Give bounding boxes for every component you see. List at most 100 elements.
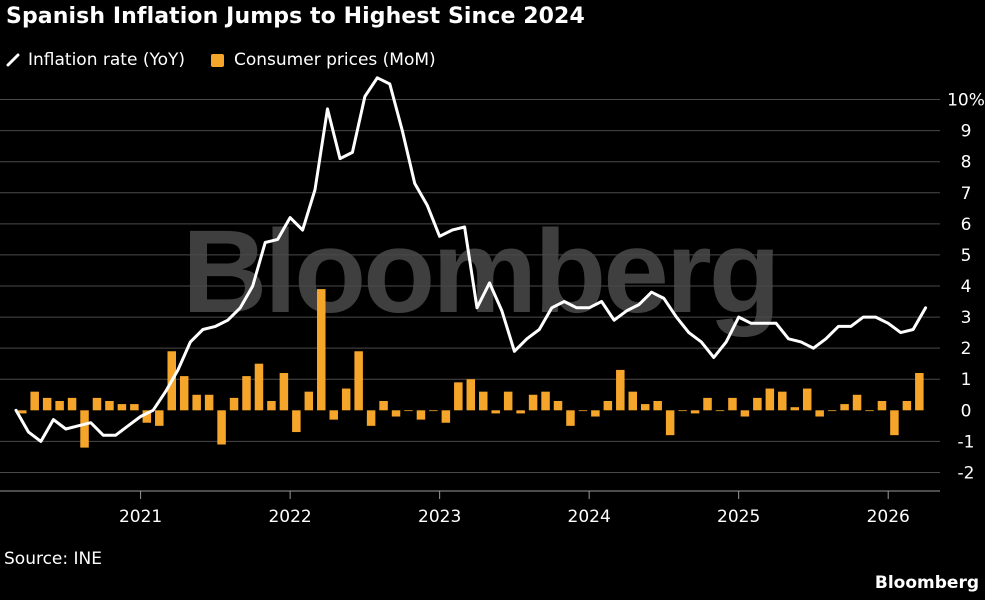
- mom-bar: [204, 394, 214, 411]
- legend-label-yoy: Inflation rate (YoY): [28, 50, 185, 70]
- mom-bar: [566, 410, 575, 426]
- mom-bar: [591, 410, 600, 417]
- mom-bar: [130, 404, 139, 411]
- mom-bar: [155, 410, 164, 426]
- mom-bar: [404, 410, 413, 412]
- mom-bar: [778, 391, 787, 411]
- mom-bar: [229, 397, 239, 411]
- mom-bar: [55, 400, 64, 411]
- y-tick-label: -2: [958, 463, 975, 483]
- mom-bar: [479, 391, 488, 411]
- y-tick-label: 2: [961, 339, 972, 359]
- mom-bar: [877, 400, 887, 411]
- mom-bar: [304, 391, 314, 411]
- mom-bar: [466, 379, 476, 411]
- mom-bar: [105, 400, 114, 411]
- mom-bar: [528, 394, 538, 411]
- chart-legend: Inflation rate (YoY) Consumer prices (Mo…: [6, 50, 462, 70]
- mom-bar: [802, 388, 812, 411]
- orange-square-icon: [211, 53, 224, 67]
- mom-bar: [690, 410, 700, 414]
- mom-bar: [915, 373, 924, 411]
- mom-bar: [628, 391, 638, 411]
- mom-bar: [740, 410, 750, 417]
- mom-bar: [603, 400, 613, 411]
- mom-bar: [117, 404, 127, 411]
- source-note: Source: INE: [4, 549, 102, 569]
- mom-bar: [416, 410, 426, 420]
- mom-bar: [429, 410, 438, 412]
- y-tick-label: 4: [961, 277, 972, 297]
- mom-bar: [329, 410, 338, 420]
- mom-bar: [852, 394, 862, 411]
- mom-bar: [653, 400, 662, 411]
- mom-bar: [192, 394, 201, 411]
- y-tick-label: 1: [961, 370, 972, 390]
- mom-bar: [865, 410, 874, 412]
- mom-bar: [279, 373, 289, 411]
- legend-item-yoy: Inflation rate (YoY): [6, 50, 185, 70]
- mom-bar: [142, 410, 152, 423]
- mom-bar: [80, 410, 89, 448]
- mom-bar: [217, 410, 226, 445]
- mom-bar: [354, 351, 363, 411]
- y-tick-label: 0: [961, 401, 972, 421]
- mom-bar: [503, 391, 513, 411]
- mom-bar: [17, 410, 27, 414]
- mom-bar: [454, 382, 463, 411]
- mom-bar: [341, 388, 351, 411]
- gridlines: [0, 99, 940, 473]
- yoy-series-line: [14, 76, 928, 443]
- y-tick-label: -1: [958, 432, 975, 452]
- legend-label-mom: Consumer prices (MoM): [234, 50, 436, 70]
- mom-bars: [17, 289, 924, 448]
- mom-bar: [640, 404, 650, 411]
- mom-bar: [765, 388, 775, 411]
- mom-bar: [179, 376, 189, 411]
- mom-bar: [815, 410, 824, 417]
- mom-bar: [665, 410, 675, 436]
- y-tick-label: 8: [961, 153, 972, 173]
- mom-bar: [242, 376, 251, 411]
- y-tick-label: 10%: [947, 91, 985, 111]
- mom-bar: [728, 397, 737, 411]
- mom-bar: [840, 404, 849, 411]
- mom-bar: [715, 410, 725, 412]
- mom-bar: [441, 410, 451, 423]
- mom-bar: [753, 397, 762, 411]
- mom-bar: [30, 391, 39, 411]
- y-tick-label: 9: [961, 122, 972, 142]
- x-tick-label: 2025: [717, 507, 760, 527]
- mom-bar: [703, 397, 712, 411]
- mom-bar: [42, 397, 52, 411]
- y-tick-label: 5: [961, 246, 972, 266]
- diagonal-line-icon: [6, 53, 20, 67]
- mom-bar: [827, 410, 837, 412]
- y-tick-label: 6: [961, 215, 972, 235]
- mom-bar: [902, 400, 912, 411]
- bloomberg-brand: Bloomberg: [874, 573, 979, 593]
- chart-title: Spanish Inflation Jumps to Highest Since…: [6, 4, 585, 29]
- mom-bar: [578, 410, 588, 412]
- mom-bar: [391, 410, 401, 417]
- legend-item-mom: Consumer prices (MoM): [211, 50, 436, 70]
- mom-bar: [92, 397, 102, 411]
- y-tick-label: 7: [961, 184, 972, 204]
- y-axis-ticks: 10% 9 8 7 6 5 4 3 2 1 0 -1 -2: [947, 91, 985, 484]
- mom-bar: [317, 289, 326, 411]
- bloomberg-watermark: Bloomberg: [182, 206, 778, 338]
- mom-bar: [491, 410, 500, 414]
- mom-bar: [541, 391, 550, 411]
- x-tick-label: 2022: [268, 507, 311, 527]
- mom-bar: [254, 363, 264, 411]
- mom-bar: [890, 410, 899, 436]
- mom-bar: [616, 369, 625, 411]
- mom-bar: [553, 400, 563, 411]
- x-tick-label: 2026: [867, 507, 910, 527]
- x-tick-label: 2024: [568, 507, 611, 527]
- mom-bar: [67, 397, 77, 411]
- x-tick-label: 2021: [119, 507, 162, 527]
- mom-bar: [292, 410, 301, 433]
- mom-bar: [790, 407, 799, 411]
- mom-bar: [516, 410, 525, 414]
